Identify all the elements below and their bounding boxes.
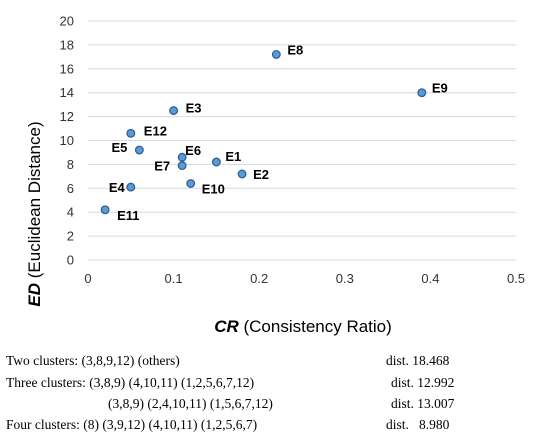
note-three-clusters-b-dist: dist. 13.007 bbox=[391, 396, 455, 411]
x-tick-label: 0.1 bbox=[165, 271, 183, 286]
x-axis-title-rest: (Consistency Ratio) bbox=[239, 317, 392, 336]
point-e12 bbox=[126, 128, 136, 138]
y-tick-label: 0 bbox=[67, 253, 74, 268]
x-axis-title-bold: CR bbox=[214, 317, 239, 336]
point-label-e6: E6 bbox=[185, 143, 201, 158]
point-label-e9: E9 bbox=[432, 81, 448, 96]
point-e2 bbox=[237, 169, 247, 179]
cluster-notes: Two clusters: (3,8,9,12) (others) dist. … bbox=[0, 350, 550, 436]
point-label-e7: E7 bbox=[154, 159, 170, 174]
x-tick-label: 0.5 bbox=[507, 271, 525, 286]
y-tick-label: 18 bbox=[60, 37, 74, 52]
point-e5 bbox=[134, 145, 144, 155]
point-e4 bbox=[126, 182, 136, 192]
point-label-e10: E10 bbox=[202, 182, 225, 197]
y-axis-ticks: 0 2 4 6 8 10 12 14 16 18 20 bbox=[60, 14, 74, 268]
note-four-clusters-dist: dist. 8.980 bbox=[386, 417, 450, 432]
point-label-e3: E3 bbox=[186, 101, 202, 116]
point-label-e1: E1 bbox=[225, 149, 241, 164]
point-e8 bbox=[271, 50, 281, 59]
y-tick-label: 14 bbox=[60, 85, 74, 100]
point-label-e5: E5 bbox=[111, 140, 127, 155]
point-label-e8: E8 bbox=[287, 42, 303, 57]
point-e3 bbox=[169, 106, 179, 116]
y-tick-label: 12 bbox=[60, 109, 74, 124]
y-axis-title-bold: ED bbox=[25, 283, 44, 307]
note-two-clusters-dist: dist. 18.468 bbox=[386, 353, 450, 368]
point-e10 bbox=[186, 179, 196, 188]
y-tick-label: 20 bbox=[60, 14, 74, 29]
point-e11 bbox=[100, 205, 110, 215]
point-e7 bbox=[177, 161, 187, 171]
y-tick-label: 8 bbox=[67, 157, 74, 172]
point-label-e4: E4 bbox=[109, 180, 126, 195]
note-three-clusters-b: (3,8,9) (2,4,10,11) (1,5,6,7,12) bbox=[108, 396, 273, 411]
y-tick-label: 2 bbox=[67, 229, 74, 244]
point-e9 bbox=[417, 88, 427, 98]
x-axis-ticks: 0 0.1 0.2 0.3 0.4 0.5 bbox=[84, 271, 525, 286]
x-tick-label: 0.2 bbox=[250, 271, 268, 286]
point-label-e11: E11 bbox=[117, 208, 139, 223]
point-label-e12: E12 bbox=[144, 123, 167, 138]
x-axis-title: CR (Consistency Ratio) bbox=[214, 317, 392, 336]
x-tick-label: 0.4 bbox=[421, 271, 439, 286]
note-three-clusters-a: Three clusters: (3,8,9) (4,10,11) (1,2,5… bbox=[6, 375, 255, 390]
y-tick-label: 10 bbox=[60, 133, 74, 148]
gridlines bbox=[88, 20, 516, 261]
y-tick-label: 6 bbox=[67, 181, 74, 196]
x-tick-label: 0 bbox=[84, 271, 91, 286]
point-labels: E1 E2 E3 E4 E5 E6 E7 E8 E9 E10 E11 E12 bbox=[109, 42, 448, 222]
y-tick-label: 16 bbox=[60, 61, 74, 76]
y-axis-title-rest: (Euclidean Distance) bbox=[25, 121, 44, 283]
y-tick-label: 4 bbox=[67, 205, 74, 220]
y-axis-title: ED (Euclidean Distance) bbox=[25, 121, 44, 306]
point-label-e2: E2 bbox=[253, 167, 269, 182]
data-points bbox=[100, 50, 427, 215]
x-tick-label: 0.3 bbox=[336, 271, 354, 286]
point-e1 bbox=[211, 157, 221, 167]
point-e6 bbox=[177, 152, 187, 162]
note-three-clusters-a-dist: dist. 12.992 bbox=[391, 375, 455, 390]
note-two-clusters: Two clusters: (3,8,9,12) (others) bbox=[6, 353, 180, 368]
note-four-clusters: Four clusters: (8) (3,9,12) (4,10,11) (1… bbox=[6, 417, 258, 432]
